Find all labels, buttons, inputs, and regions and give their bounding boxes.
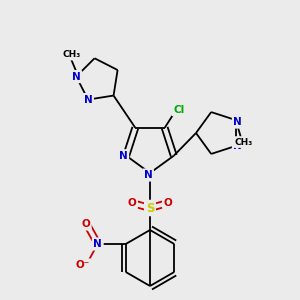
- Text: N: N: [233, 141, 242, 151]
- Text: CH₃: CH₃: [62, 50, 80, 59]
- Text: Cl: Cl: [173, 105, 184, 115]
- Text: O⁻: O⁻: [76, 260, 90, 270]
- Text: N: N: [84, 94, 92, 105]
- Text: O: O: [164, 198, 172, 208]
- Text: N: N: [72, 72, 81, 82]
- Text: N: N: [144, 170, 152, 180]
- Text: O: O: [81, 219, 90, 229]
- Text: N: N: [93, 239, 102, 249]
- Text: CH₃: CH₃: [235, 138, 253, 147]
- Text: O: O: [128, 198, 136, 208]
- Text: N: N: [233, 117, 242, 127]
- Text: N: N: [119, 151, 128, 161]
- Text: S: S: [146, 202, 154, 214]
